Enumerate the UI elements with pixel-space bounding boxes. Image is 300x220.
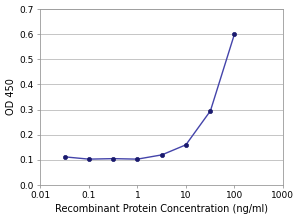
Y-axis label: OD 450: OD 450	[6, 79, 16, 116]
X-axis label: Recombinant Protein Concentration (ng/ml): Recombinant Protein Concentration (ng/ml…	[55, 204, 268, 214]
